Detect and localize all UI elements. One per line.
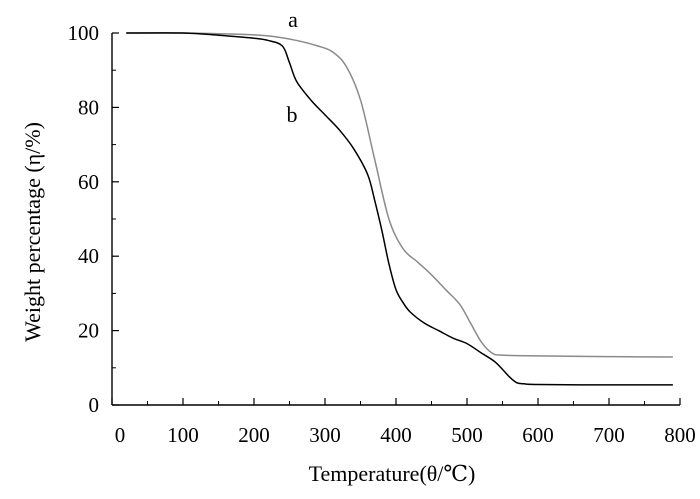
x-tick-label: 500 bbox=[451, 423, 483, 447]
x-tick-label: 300 bbox=[309, 423, 341, 447]
series-line-a bbox=[126, 32, 673, 358]
series-line-b bbox=[126, 32, 673, 386]
y-tick-label: 0 bbox=[89, 393, 100, 417]
y-tick-label: 100 bbox=[68, 21, 100, 45]
y-tick-label: 20 bbox=[78, 319, 99, 343]
x-tick-label: 200 bbox=[238, 423, 270, 447]
series-label-a: a bbox=[288, 7, 298, 32]
ticks bbox=[111, 32, 681, 406]
x-tick-label: 100 bbox=[167, 423, 199, 447]
axes bbox=[111, 33, 680, 406]
x-tick-label: 0 bbox=[115, 423, 126, 447]
x-tick-label: 700 bbox=[593, 423, 625, 447]
x-tick-label: 800 bbox=[664, 423, 696, 447]
series-label-b: b bbox=[287, 102, 298, 127]
y-tick-label: 80 bbox=[78, 95, 99, 119]
plot-lines bbox=[126, 32, 673, 386]
y-axis-title: Weight percentage (η/%) bbox=[20, 122, 45, 342]
series-labels: ab bbox=[287, 7, 299, 127]
x-axis-title: Temperature(θ/℃) bbox=[309, 461, 476, 486]
y-tick-label: 60 bbox=[78, 170, 99, 194]
x-tick-label: 600 bbox=[522, 423, 554, 447]
y-tick-label: 40 bbox=[78, 244, 99, 268]
x-tick-label: 400 bbox=[380, 423, 412, 447]
tick-labels: 0 20 40 60 80 100 0 100 200 300 400 500 600 700 800 bbox=[68, 21, 696, 447]
